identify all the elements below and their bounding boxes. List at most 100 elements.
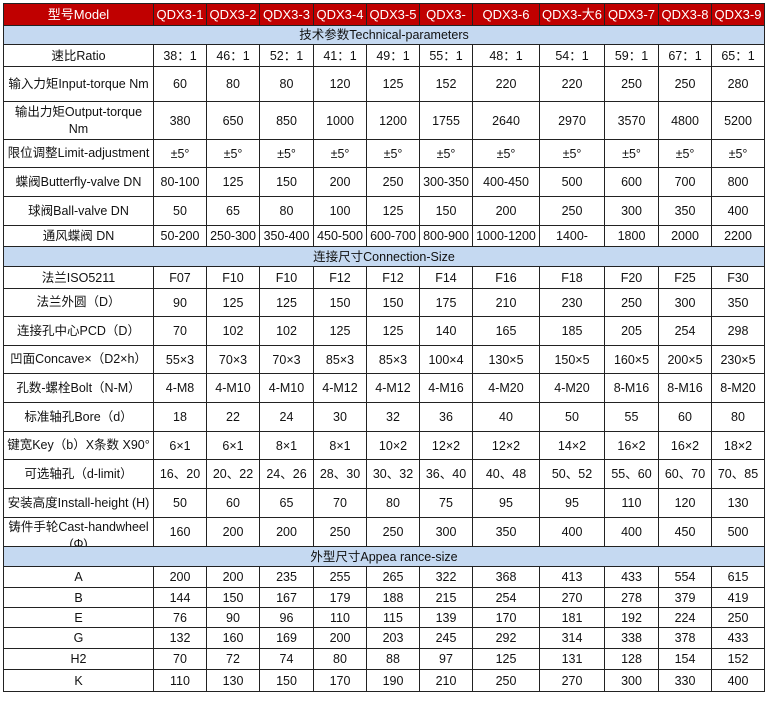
section-title: 技术参数Technical-parameters — [3, 25, 765, 45]
row-value-text: 125 — [495, 652, 517, 666]
row-value-text: 254 — [495, 590, 517, 605]
row-value-text: 400-450 — [483, 175, 529, 189]
row-value: 95 — [472, 488, 540, 518]
row-value: 49：1 — [366, 44, 420, 67]
row-value-text: 95 — [499, 496, 513, 510]
row-label-text: 连接孔中心PCD（D） — [17, 323, 140, 338]
row-value-text: 650 — [222, 113, 244, 128]
header-model-text: QDX3- — [426, 6, 466, 22]
row-value-text: ±5° — [675, 146, 695, 161]
header-model-text: QDX3-3 — [263, 6, 310, 22]
row-value-text: 88 — [386, 652, 400, 666]
row-value: 125 — [366, 66, 420, 102]
row-value-text: 615 — [727, 570, 749, 584]
row-value: 270 — [539, 587, 605, 608]
row-value: 4-M12 — [366, 373, 420, 403]
header-model-text: QDX3-大6 — [542, 6, 602, 22]
row-value: 150 — [366, 288, 420, 317]
row-value: 60 — [658, 402, 712, 432]
table-row: B 144 150 167 179 188 215 254 270 278 379 419 — [3, 587, 765, 608]
row-value-text: 300 — [435, 525, 457, 539]
row-value: 450 — [658, 517, 712, 547]
row-value: 72 — [206, 648, 260, 670]
row-value-text: 1800 — [617, 229, 646, 243]
row-value: 700 — [658, 167, 712, 197]
row-value-text: 450 — [674, 525, 696, 539]
row-value: 14×2 — [539, 431, 605, 460]
row-value-text: 150 — [329, 295, 351, 310]
row-value: 125 — [366, 196, 420, 226]
table-row: 蝶阀Butterfly-valve DN 80-100 125 150 200 250 30… — [3, 167, 765, 197]
row-value-text: 125 — [276, 295, 297, 310]
row-value: 4-M12 — [313, 373, 367, 403]
row-value-text: 125 — [382, 204, 404, 218]
row-label: H2 — [3, 648, 154, 670]
row-value: 70×3 — [259, 345, 314, 374]
row-value-text: 350 — [727, 295, 749, 310]
row-value-text: 55 — [624, 410, 639, 424]
row-value: 4-M8 — [153, 373, 207, 403]
table-row: A 200 200 235 255 265 322 368 413 433 554 615 — [3, 566, 765, 588]
row-value: 80 — [259, 66, 314, 102]
header-model: QDX3-4 — [313, 3, 367, 26]
row-value: 255 — [313, 566, 367, 588]
row-label-text: H2 — [70, 652, 87, 666]
row-value-text: 203 — [382, 631, 404, 645]
header-row: 型号Model QDX3-1 QDX3-2 QDX3-3 QDX3-4 QDX3-5 QDX… — [3, 3, 765, 26]
row-value-text: 85×3 — [325, 352, 355, 367]
row-label-text: 可选轴孔（d-limit） — [24, 466, 133, 481]
row-value: 10×2 — [366, 431, 420, 460]
row-value-text: 52：1 — [269, 48, 304, 63]
row-value-text: 150 — [435, 204, 457, 218]
row-value-text: ±5° — [223, 146, 243, 161]
row-value-text: 200 — [329, 175, 351, 189]
row-value: 67：1 — [658, 44, 712, 67]
row-value-text: 200 — [169, 570, 191, 584]
row-value: 330 — [658, 669, 712, 692]
row-value: 500 — [539, 167, 605, 197]
row-value-text: 70、85 — [717, 467, 759, 481]
row-value: 65 — [259, 488, 314, 518]
row-value: 250 — [658, 66, 712, 102]
row-value-text: 2640 — [492, 113, 520, 128]
row-value-text: 150×5 — [554, 352, 590, 367]
row-value-text: 200 — [495, 204, 517, 218]
row-value: 88 — [366, 648, 420, 670]
row-value: 60 — [153, 66, 207, 102]
row-value: 60 — [206, 488, 260, 518]
section-row: 连接尺寸Connection-Size — [3, 246, 765, 267]
row-value: 150 — [419, 196, 473, 226]
row-value-text: 65 — [226, 204, 240, 218]
row-value-text: 4-M10 — [215, 381, 251, 395]
section-title-text: 外型尺寸Appea rance-size — [310, 549, 458, 564]
row-value-text: 131 — [561, 652, 583, 666]
row-value: 24、26 — [259, 459, 314, 489]
row-value-text: 150 — [222, 590, 244, 605]
row-value: 210 — [472, 288, 540, 317]
row-value: 235 — [259, 566, 314, 588]
row-label-text: 凹面Concave×（D2×h） — [10, 352, 147, 366]
row-value-text: 12×2 — [491, 438, 521, 453]
row-value: 250 — [604, 66, 659, 102]
row-value: 18×2 — [711, 431, 765, 460]
row-value: 4-M10 — [206, 373, 260, 403]
row-value: 8×1 — [259, 431, 314, 460]
row-value: 132 — [153, 627, 207, 649]
row-value-text: 700 — [674, 175, 696, 189]
row-value: 188 — [366, 587, 420, 608]
row-value: 179 — [313, 587, 367, 608]
row-value-text: 100 — [329, 204, 351, 218]
row-value-text: ±5° — [622, 146, 641, 161]
spec-table: 型号Model QDX3-1 QDX3-2 QDX3-3 QDX3-4 QDX3-5 QDX… — [3, 3, 765, 692]
row-value: 203 — [366, 627, 420, 649]
row-value-text: 38：1 — [163, 48, 197, 63]
row-value: 280 — [711, 66, 765, 102]
row-value-text: 255 — [329, 570, 351, 584]
row-value-text: 600-700 — [370, 229, 416, 243]
row-value-text: 80 — [731, 410, 745, 424]
row-value-text: ±5° — [277, 146, 296, 161]
row-label: A — [3, 566, 154, 588]
row-label: 键宽Key（b）X条数 X90° — [3, 431, 154, 460]
row-value-text: 4-M10 — [268, 381, 305, 395]
row-value-text: 97 — [439, 652, 453, 666]
